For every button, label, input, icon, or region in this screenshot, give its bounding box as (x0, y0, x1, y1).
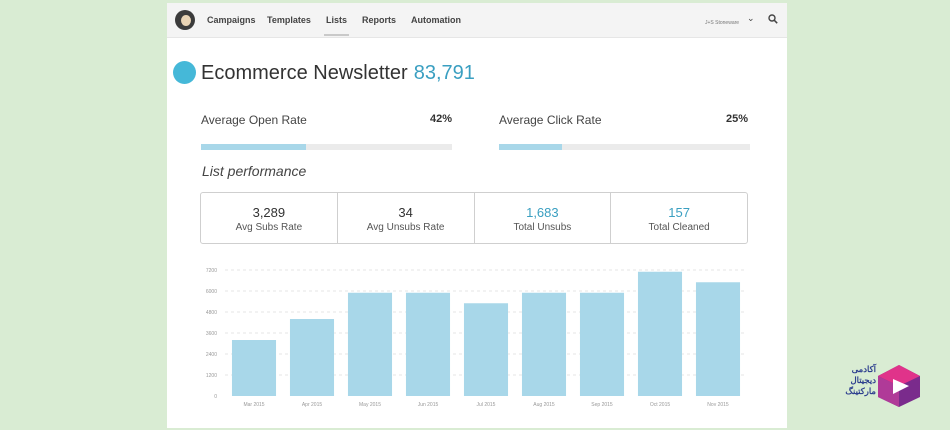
x-tick-label: Nov 2015 (707, 402, 729, 408)
app-panel: Campaigns Templates Lists Reports Automa… (167, 3, 787, 428)
x-tick-label: Jul 2015 (477, 402, 496, 408)
chart-bar (521, 292, 567, 396)
brand-text: آکادمی دیجیتال مارکتینگ (828, 364, 876, 397)
click-rate-bar (499, 144, 750, 150)
stat-value[interactable]: 157 (668, 205, 690, 220)
chart-bar (289, 319, 335, 396)
stat-avg-subs: 3,289 Avg Subs Rate (201, 193, 338, 243)
x-tick-label: Aug 2015 (533, 402, 555, 408)
y-tick-label: 6000 (206, 289, 217, 295)
open-rate-fill (201, 144, 307, 150)
chart-bar (231, 340, 277, 396)
brand-line: دیجیتال (850, 375, 876, 385)
chart-bar (463, 303, 509, 396)
stats-panel: 3,289 Avg Subs Rate 34 Avg Unsubs Rate 1… (200, 192, 748, 244)
open-rate-label: Average Open Rate (201, 113, 307, 127)
y-tick-label: 0 (214, 394, 217, 400)
monkey-logo-icon[interactable] (175, 10, 195, 30)
stat-total-unsubs[interactable]: 1,683 Total Unsubs (475, 193, 612, 243)
top-navigation-bar: Campaigns Templates Lists Reports Automa… (167, 3, 787, 38)
page-title: Ecommerce Newsletter 83,791 (201, 62, 475, 85)
chart-bar (637, 271, 683, 396)
y-tick-label: 4800 (206, 310, 217, 316)
stat-avg-unsubs: 34 Avg Unsubs Rate (338, 193, 475, 243)
stat-label: Avg Subs Rate (235, 222, 303, 233)
click-rate-fill (499, 144, 562, 150)
stat-label: Avg Unsubs Rate (366, 222, 445, 233)
click-rate-label: Average Click Rate (499, 113, 602, 127)
stat-value: 3,289 (252, 205, 286, 220)
chart-bar (695, 282, 741, 396)
stat-label: Total Unsubs (513, 222, 572, 233)
x-tick-label: Apr 2015 (302, 402, 323, 408)
y-tick-label: 3600 (206, 331, 217, 337)
stat-label: Total Cleaned (648, 222, 710, 233)
stat-value: 34 (398, 205, 413, 220)
account-name[interactable]: J+S Stoneware (705, 20, 740, 26)
y-tick-label: 2400 (206, 352, 217, 358)
chart-bar (405, 292, 451, 396)
y-tick-label: 7200 (206, 268, 217, 274)
list-name: Ecommerce Newsletter (201, 62, 408, 84)
open-rate-bar (201, 144, 452, 150)
click-rate-value: 25% (725, 113, 748, 125)
section-title: List performance (202, 163, 307, 179)
x-tick-label: Oct 2015 (650, 402, 671, 408)
chart-bar (347, 292, 393, 396)
list-growth-chart: 0 1200 2400 3600 4800 6000 7200 Mar 2015 Apr 201… (206, 268, 747, 408)
nav-reports[interactable]: Reports (362, 15, 397, 25)
stat-total-cleaned[interactable]: 157 Total Cleaned (611, 193, 747, 243)
y-tick-label: 1200 (206, 373, 217, 379)
nav-lists[interactable]: Lists (323, 15, 350, 36)
x-tick-label: Sep 2015 (591, 402, 613, 408)
brand-line: آکادمی (851, 364, 876, 374)
nav-campaigns[interactable]: Campaigns (207, 15, 256, 25)
subscriber-count: 83,791 (413, 62, 475, 84)
play-cube-icon (878, 365, 920, 407)
x-tick-label: May 2015 (359, 402, 381, 408)
chevron-down-icon[interactable]: ⌄ (747, 13, 755, 23)
open-rate-value: 42% (429, 113, 452, 125)
brand-line: مارکتینگ (845, 386, 876, 396)
x-tick-label: Mar 2015 (243, 402, 264, 408)
search-icon[interactable] (768, 14, 778, 24)
nav-automation[interactable]: Automation (411, 15, 461, 25)
academy-brand-logo: آکادمی دیجیتال مارکتینگ (828, 364, 928, 408)
chart-bar (579, 292, 625, 396)
list-badge-icon (173, 61, 196, 84)
stat-value[interactable]: 1,683 (526, 205, 559, 220)
nav-templates[interactable]: Templates (267, 15, 311, 25)
x-tick-label: Jun 2015 (418, 402, 439, 408)
